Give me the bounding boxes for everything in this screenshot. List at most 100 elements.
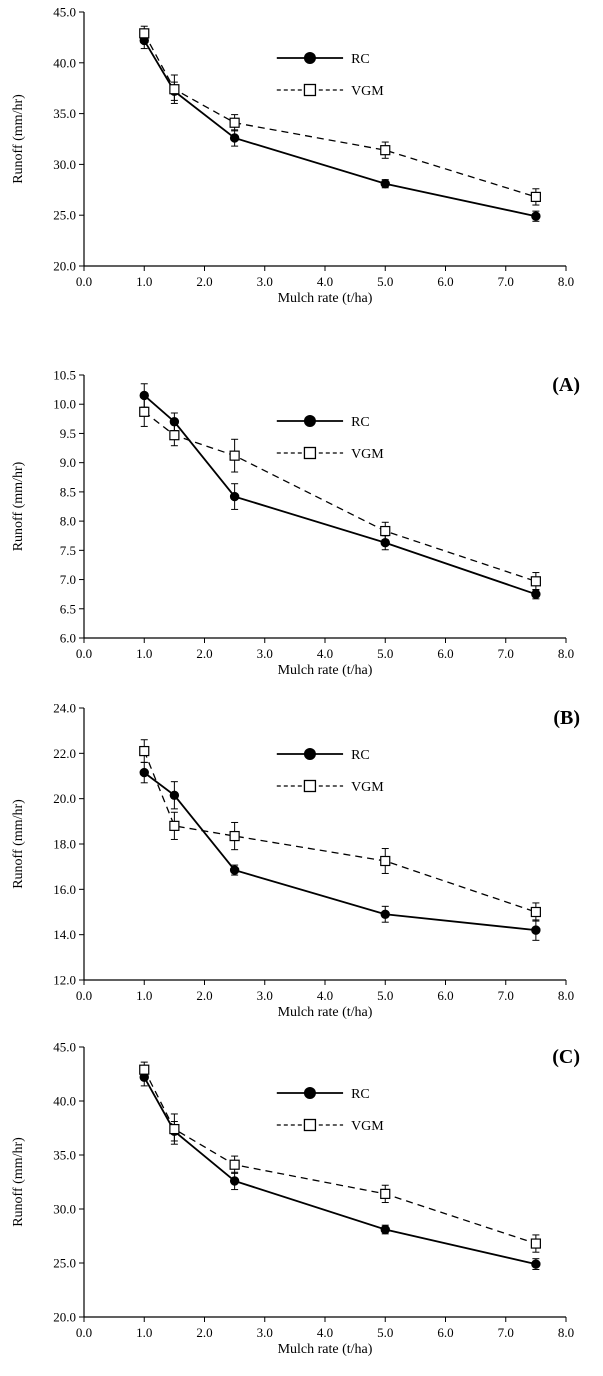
x-tick-label: 7.0 [498, 274, 514, 289]
data-point-rc [229, 133, 240, 143]
y-tick-label: 35.0 [53, 1148, 76, 1163]
y-tick-label: 8.5 [60, 484, 76, 499]
chart-panel-1: 20.0 25.0 30.0 35.0 40.0 45.0 0.0 1.0 2.0 3.0 4.0 5… [11, 5, 574, 307]
x-axis-label: Mulch rate (t/ha) [278, 663, 373, 678]
series-line-vgm [143, 1069, 537, 1245]
y-tick-label: 40.0 [53, 1094, 76, 1109]
y-tick-label: 22.0 [53, 746, 76, 761]
data-point-rc [229, 865, 240, 875]
data-point-rc [169, 790, 180, 800]
y-tick-label: 8.0 [60, 514, 76, 529]
x-tick-label: 0.0 [76, 988, 92, 1003]
data-point-vgm [229, 1159, 240, 1170]
legend-label-rc: RC [351, 748, 370, 763]
legend-marker-vgm [303, 83, 317, 97]
x-tick-label: 5.0 [377, 988, 393, 1003]
y-tick-label: 25.0 [53, 1256, 76, 1271]
y-axis-label: Runoff (mm/hr) [11, 1137, 26, 1227]
data-point-vgm [380, 525, 391, 537]
legend-label-vgm: VGM [351, 84, 384, 99]
data-point-rc [229, 491, 240, 502]
legend-label-rc: RC [351, 1087, 370, 1102]
x-tick-label: 1.0 [136, 646, 152, 661]
y-tick-label: 45.0 [53, 5, 76, 20]
data-point-vgm [380, 145, 391, 156]
y-tick-label: 35.0 [53, 106, 76, 121]
x-tick-label: 7.0 [498, 646, 514, 661]
x-tick-label: 4.0 [317, 646, 333, 661]
series-line-rc [143, 771, 536, 932]
x-tick-label: 8.0 [558, 1325, 574, 1340]
y-tick-label: 10.0 [53, 397, 76, 412]
data-point-vgm [530, 576, 541, 587]
data-point-vgm [139, 745, 150, 757]
x-tick-label: 1.0 [136, 988, 152, 1003]
x-tick-label: 8.0 [558, 988, 574, 1003]
x-tick-label: 3.0 [257, 274, 273, 289]
series-rc [139, 761, 541, 941]
chart-panel-2: 6.0 6.5 7.0 7.5 8.0 8.5 9.0 9.5 10.0 10.5 0.0 1.0 2.… [11, 368, 580, 679]
y-axis-label: Runoff (mm/hr) [11, 94, 26, 184]
data-point-vgm [530, 906, 541, 918]
series-rc [139, 1068, 541, 1270]
legend: RC VGM [276, 52, 384, 99]
x-tick-label: 1.0 [136, 274, 152, 289]
x-tick-label: 5.0 [377, 274, 393, 289]
data-point-rc [380, 1224, 390, 1235]
data-point-vgm [139, 406, 150, 417]
series-line-rc [143, 1076, 537, 1265]
y-tick-label: 16.0 [53, 882, 76, 897]
y-tick-label: 30.0 [53, 1202, 76, 1217]
y-tick-label: 12.0 [53, 973, 76, 988]
legend-marker-vgm [303, 779, 317, 793]
x-axis-label: Mulch rate (t/ha) [278, 1005, 373, 1020]
data-point-vgm [169, 820, 180, 831]
legend: RC VGM [276, 415, 384, 462]
legend-marker-rc [303, 52, 316, 64]
y-tick-label: 20.0 [53, 791, 76, 806]
data-point-vgm [139, 1064, 150, 1075]
x-tick-label: 0.0 [76, 646, 92, 661]
x-tick-label: 2.0 [196, 988, 212, 1003]
y-tick-label: 45.0 [53, 1040, 76, 1055]
series-line-vgm [143, 750, 537, 913]
data-point-rc [229, 1176, 240, 1186]
x-tick-label: 6.0 [437, 274, 453, 289]
panel-label: (C) [552, 1046, 580, 1068]
x-axis-label: Mulch rate (t/ha) [278, 291, 373, 306]
x-tick-label: 6.0 [437, 988, 453, 1003]
legend-marker-vgm [303, 1118, 317, 1132]
y-axis-label: Runoff (mm/hr) [11, 461, 26, 551]
data-point-vgm [139, 28, 150, 39]
y-tick-label: 20.0 [53, 1310, 76, 1325]
y-tick-label: 25.0 [53, 208, 76, 223]
legend-marker-rc [303, 748, 316, 760]
legend-label-vgm: VGM [351, 1119, 384, 1134]
y-tick-label: 7.5 [60, 543, 76, 558]
x-tick-label: 1.0 [136, 1325, 152, 1340]
series-vgm [139, 25, 541, 206]
series-vgm [139, 739, 541, 922]
y-tick-label: 18.0 [53, 837, 76, 852]
x-tick-label: 7.0 [498, 988, 514, 1003]
x-tick-label: 3.0 [257, 646, 273, 661]
y-tick-label: 6.0 [60, 631, 76, 646]
data-point-vgm [380, 855, 391, 867]
data-point-vgm [169, 1123, 180, 1135]
y-tick-label: 24.0 [53, 701, 76, 716]
legend-marker-rc [303, 415, 316, 427]
data-point-rc [531, 211, 541, 221]
y-axis-label: Runoff (mm/hr) [11, 799, 26, 889]
x-tick-label: 4.0 [317, 988, 333, 1003]
series-rc [139, 383, 541, 600]
data-point-vgm [530, 1238, 541, 1249]
data-point-rc [139, 767, 149, 778]
x-axis-label: Mulch rate (t/ha) [278, 1342, 373, 1357]
data-point-vgm [229, 830, 240, 842]
x-tick-label: 2.0 [196, 274, 212, 289]
x-tick-label: 8.0 [558, 274, 574, 289]
y-tick-label: 14.0 [53, 927, 76, 942]
x-tick-label: 5.0 [377, 646, 393, 661]
x-tick-label: 0.0 [76, 1325, 92, 1340]
